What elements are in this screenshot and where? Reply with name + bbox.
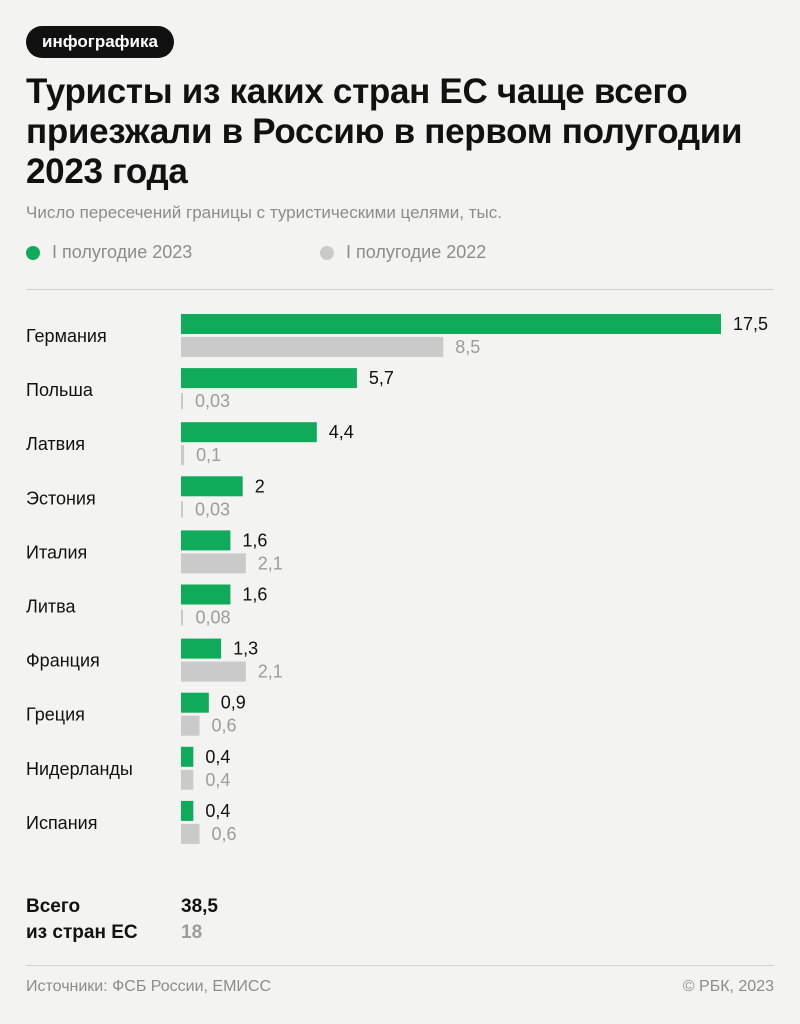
bar-2022 [181, 661, 246, 682]
value-label-2022: 0,03 [195, 391, 230, 411]
total-value-2022: 18 [181, 922, 203, 943]
value-label-2023: 17,5 [733, 314, 768, 334]
bar-2023 [181, 368, 357, 389]
bar-2023 [181, 800, 194, 821]
total-value-2023: 38,5 [181, 896, 218, 917]
source-note: Источники: ФСБ России, ЕМИСС [26, 978, 272, 995]
value-label-2022: 0,1 [196, 445, 221, 465]
category-label: Италия [26, 542, 87, 562]
value-label-2022: 0,03 [195, 499, 230, 519]
value-label-2023: 5,7 [369, 368, 394, 388]
bar-2023 [181, 746, 194, 767]
copyright: © РБК, 2023 [682, 978, 774, 995]
value-label-2022: 0,08 [195, 608, 230, 628]
bar-2023 [181, 476, 243, 497]
totals-label-line1: Всего [26, 896, 81, 917]
category-label: Греция [26, 705, 85, 725]
value-label-2022: 0,4 [205, 770, 230, 790]
category-label: Литва [26, 597, 76, 617]
legend-dot-2022-icon [320, 245, 334, 260]
category-label: Франция [26, 651, 100, 671]
value-label-2023: 0,4 [205, 747, 230, 767]
bar-2022 [181, 715, 200, 736]
top-divider [26, 289, 774, 290]
bar-2022 [181, 501, 183, 518]
totals-label: Всего из стран ЕС [26, 894, 138, 946]
value-label-2023: 1,6 [242, 585, 267, 605]
bar-2022 [181, 553, 246, 574]
category-label: Польша [26, 380, 94, 400]
bar-2023 [181, 530, 231, 551]
bottom-divider [26, 965, 774, 966]
category-label: Испания [26, 813, 97, 833]
bar-2022 [181, 445, 185, 466]
infographic-tag: инфографика [26, 26, 174, 58]
category-label: Латвия [26, 434, 85, 454]
legend-item-2023: I полугодие 2023 [26, 242, 192, 263]
value-label-2023: 2 [255, 476, 265, 496]
bar-chart: Германия 17,5 8,5 Польша 5,7 0,03 Латвия 4,4 0,1… [26, 314, 768, 844]
category-label: Нидерланды [26, 759, 133, 779]
legend-item-2022: I полугодие 2022 [320, 242, 486, 263]
bar-2022 [181, 769, 194, 790]
bar-2023 [181, 314, 721, 334]
value-label-2022: 2,1 [258, 662, 283, 682]
bar-2023 [181, 422, 317, 443]
value-label-2022: 0,6 [212, 716, 237, 736]
bar-2023 [181, 638, 222, 659]
bar-2023 [181, 692, 209, 713]
value-label-2023: 1,6 [242, 530, 267, 550]
legend-dot-2023-icon [26, 245, 40, 260]
chart-subtitle: Число пересечений границы с туристически… [26, 203, 502, 222]
legend-label-2023: I полугодие 2023 [52, 242, 193, 262]
value-label-2022: 0,6 [212, 824, 237, 844]
value-label-2023: 1,3 [233, 639, 258, 659]
bar-2023 [181, 584, 231, 605]
value-label-2023: 0,4 [205, 801, 230, 821]
category-label: Эстония [26, 488, 96, 508]
bar-2022 [181, 393, 183, 410]
value-label-2023: 0,9 [221, 693, 246, 713]
bar-2022 [181, 823, 200, 844]
totals-label-line2: из стран ЕС [26, 922, 138, 943]
chart-title: Туристы из каких стран ЕС чаще всего при… [26, 72, 743, 191]
legend-label-2022: I полугодие 2022 [346, 242, 487, 262]
value-label-2023: 4,4 [329, 422, 354, 442]
value-label-2022: 8,5 [455, 337, 480, 357]
value-label-2022: 2,1 [258, 553, 283, 573]
bar-2022 [181, 609, 183, 626]
category-label: Германия [26, 326, 107, 346]
bar-2022 [181, 337, 444, 357]
